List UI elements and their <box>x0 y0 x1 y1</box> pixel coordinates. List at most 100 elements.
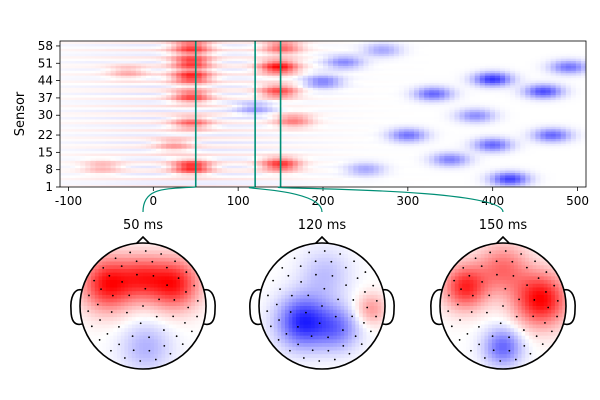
heatmap-cell <box>398 172 405 176</box>
heatmap-cell <box>575 143 582 147</box>
heatmap-cell <box>302 145 309 149</box>
heatmap-cell <box>95 167 102 171</box>
heatmap-cell <box>100 138 107 142</box>
heatmap-cell <box>398 155 405 159</box>
heatmap-cell <box>398 182 405 186</box>
heatmap-cell <box>186 135 193 139</box>
heatmap-cell <box>419 157 425 161</box>
heatmap-cell <box>90 138 97 142</box>
heatmap-cell <box>65 148 71 152</box>
heatmap-cell <box>176 143 182 147</box>
heatmap-cell <box>151 145 157 149</box>
heatmap-cell <box>125 169 132 173</box>
heatmap-cell <box>156 157 162 161</box>
heatmap-cell <box>186 140 193 144</box>
heatmap-cell <box>80 157 86 161</box>
heatmap-cell <box>545 135 552 139</box>
heatmap-cell <box>348 179 354 183</box>
heatmap-cell <box>151 167 157 171</box>
heatmap-cell <box>257 148 263 152</box>
heatmap-cell <box>494 167 501 171</box>
heatmap-cell <box>388 157 395 161</box>
heatmap-cell <box>312 155 319 159</box>
heatmap-cell <box>282 133 289 137</box>
heatmap-cell <box>555 167 562 171</box>
heatmap-cell <box>353 160 360 164</box>
heatmap-cell <box>166 133 172 137</box>
heatmap-cell <box>333 174 339 178</box>
heatmap-cell <box>459 162 466 166</box>
heatmap-cell <box>231 148 238 152</box>
heatmap-cell <box>140 184 147 187</box>
heatmap-cell <box>434 165 440 169</box>
heatmap-cell <box>530 174 537 178</box>
heatmap-cell <box>368 145 375 149</box>
heatmap-cell <box>560 184 567 187</box>
heatmap-cell <box>343 143 349 147</box>
heatmap-cell <box>535 143 542 147</box>
heatmap-cell <box>489 179 496 183</box>
heatmap-cell <box>530 140 537 144</box>
heatmap-cell <box>469 177 476 181</box>
heatmap-cell <box>469 148 476 152</box>
heatmap-cell <box>353 165 360 169</box>
heatmap-cell <box>398 138 405 142</box>
heatmap-cell <box>272 152 279 156</box>
heatmap-cell <box>226 133 233 137</box>
heatmap-cell <box>115 157 122 161</box>
heatmap-cell <box>403 138 410 142</box>
heatmap-cell <box>211 174 218 178</box>
heatmap-cell <box>216 157 223 161</box>
heatmap-cell <box>317 155 324 159</box>
heatmap-cell <box>60 148 66 152</box>
heatmap-cell <box>151 160 157 164</box>
heatmap-cell <box>151 148 157 152</box>
heatmap-cell <box>383 148 390 152</box>
heatmap-cell <box>494 165 501 169</box>
heatmap-cell <box>80 155 86 159</box>
heatmap-cell <box>424 152 430 156</box>
heatmap-cell <box>530 184 537 187</box>
heatmap-cell <box>398 160 405 164</box>
heatmap-cell <box>429 182 435 186</box>
heatmap-cell <box>540 152 547 156</box>
heatmap-cell <box>90 135 97 139</box>
heatmap-cell <box>353 157 360 161</box>
heatmap-cell <box>312 184 319 187</box>
heatmap-cell <box>393 157 400 161</box>
heatmap-cell <box>363 172 370 176</box>
heatmap-cell <box>226 145 233 149</box>
heatmap-cell <box>302 167 309 171</box>
heatmap-cell <box>363 182 370 186</box>
heatmap-cell <box>535 177 542 181</box>
heatmap-cell <box>171 155 177 159</box>
heatmap-cell <box>383 155 390 159</box>
heatmap-cell <box>484 182 491 186</box>
heatmap-cell <box>166 157 172 161</box>
heatmap-cell <box>216 174 223 178</box>
heatmap-cell <box>505 172 511 176</box>
heatmap-cell <box>60 184 66 187</box>
heatmap-cell <box>176 138 182 142</box>
heatmap-cell <box>226 157 233 161</box>
heatmap-cell <box>494 184 501 187</box>
heatmap-cell <box>312 174 319 178</box>
heatmap-cell <box>484 165 491 169</box>
heatmap-cell <box>297 152 304 156</box>
heatmap-cell <box>85 152 91 156</box>
heatmap-cell <box>257 184 263 187</box>
heatmap-cell <box>186 150 193 154</box>
heatmap-cell <box>130 167 137 171</box>
heatmap-cell <box>186 162 193 166</box>
heatmap-cell <box>403 155 410 159</box>
heatmap-cell <box>570 135 577 139</box>
heatmap-cell <box>363 157 370 161</box>
heatmap-cell <box>388 177 395 181</box>
heatmap-cell <box>373 145 380 149</box>
heatmap-cell <box>540 160 547 164</box>
heatmap-cell <box>429 177 435 181</box>
heatmap-cell <box>338 182 344 186</box>
heatmap-cell <box>464 169 471 173</box>
heatmap-cell <box>545 179 552 183</box>
heatmap-cell <box>60 174 66 178</box>
